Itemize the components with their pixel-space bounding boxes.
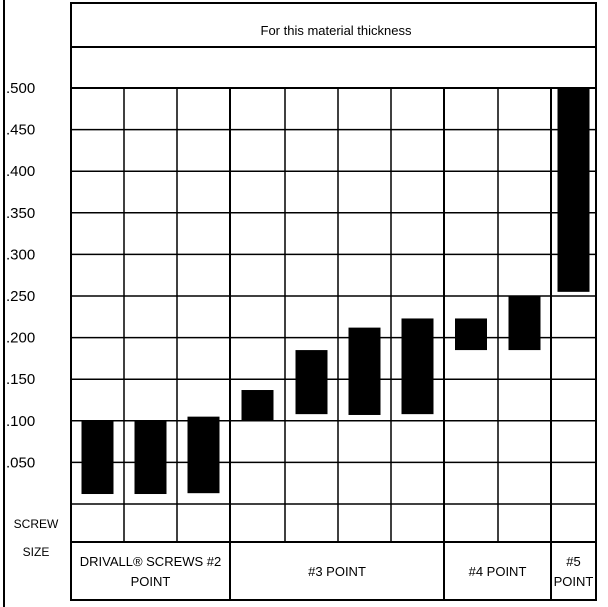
range-bar <box>241 390 274 421</box>
y-tick-label: .250 <box>6 288 35 305</box>
y-tick-label: .400 <box>6 163 35 180</box>
y-tick-label: .100 <box>6 413 35 430</box>
range-bar <box>401 318 434 415</box>
chart-title: For this material thickness <box>261 23 412 38</box>
screw-size-labels: SCREW SIZE DRIVALL® SCREWS #2 POINT #3 POINT… <box>14 517 594 589</box>
group-label: POINT <box>131 574 171 589</box>
y-tick-label: .200 <box>6 330 35 347</box>
range-bar <box>134 420 167 495</box>
plot-frame <box>70 2 597 601</box>
group-label: POINT <box>554 574 594 589</box>
range-bar <box>81 420 114 495</box>
y-tick-label: .300 <box>6 246 35 263</box>
group-label: #3 POINT <box>308 564 366 579</box>
range-bar <box>557 88 590 292</box>
screw-size-label-line: SIZE <box>23 545 50 559</box>
screw-size-label-line: SCREW <box>14 517 59 531</box>
y-tick-label: .450 <box>6 122 35 139</box>
range-bar <box>295 350 328 415</box>
y-tick-label: .050 <box>6 454 35 471</box>
y-tick-labels: .500 .450 .400 .350 .300 .250 .200 .150 .100 .050 <box>6 80 35 471</box>
y-tick-label: .350 <box>6 205 35 222</box>
range-bar <box>455 318 487 351</box>
bars <box>81 88 590 495</box>
group-label: #5 <box>566 554 580 569</box>
group-label: DRIVALL® SCREWS #2 <box>80 554 222 569</box>
range-bar <box>508 296 541 351</box>
range-bar <box>187 416 220 494</box>
y-tick-label: .500 <box>6 80 35 97</box>
range-bar <box>348 327 381 415</box>
y-tick-label: .150 <box>6 371 35 388</box>
group-label: #4 POINT <box>469 564 527 579</box>
